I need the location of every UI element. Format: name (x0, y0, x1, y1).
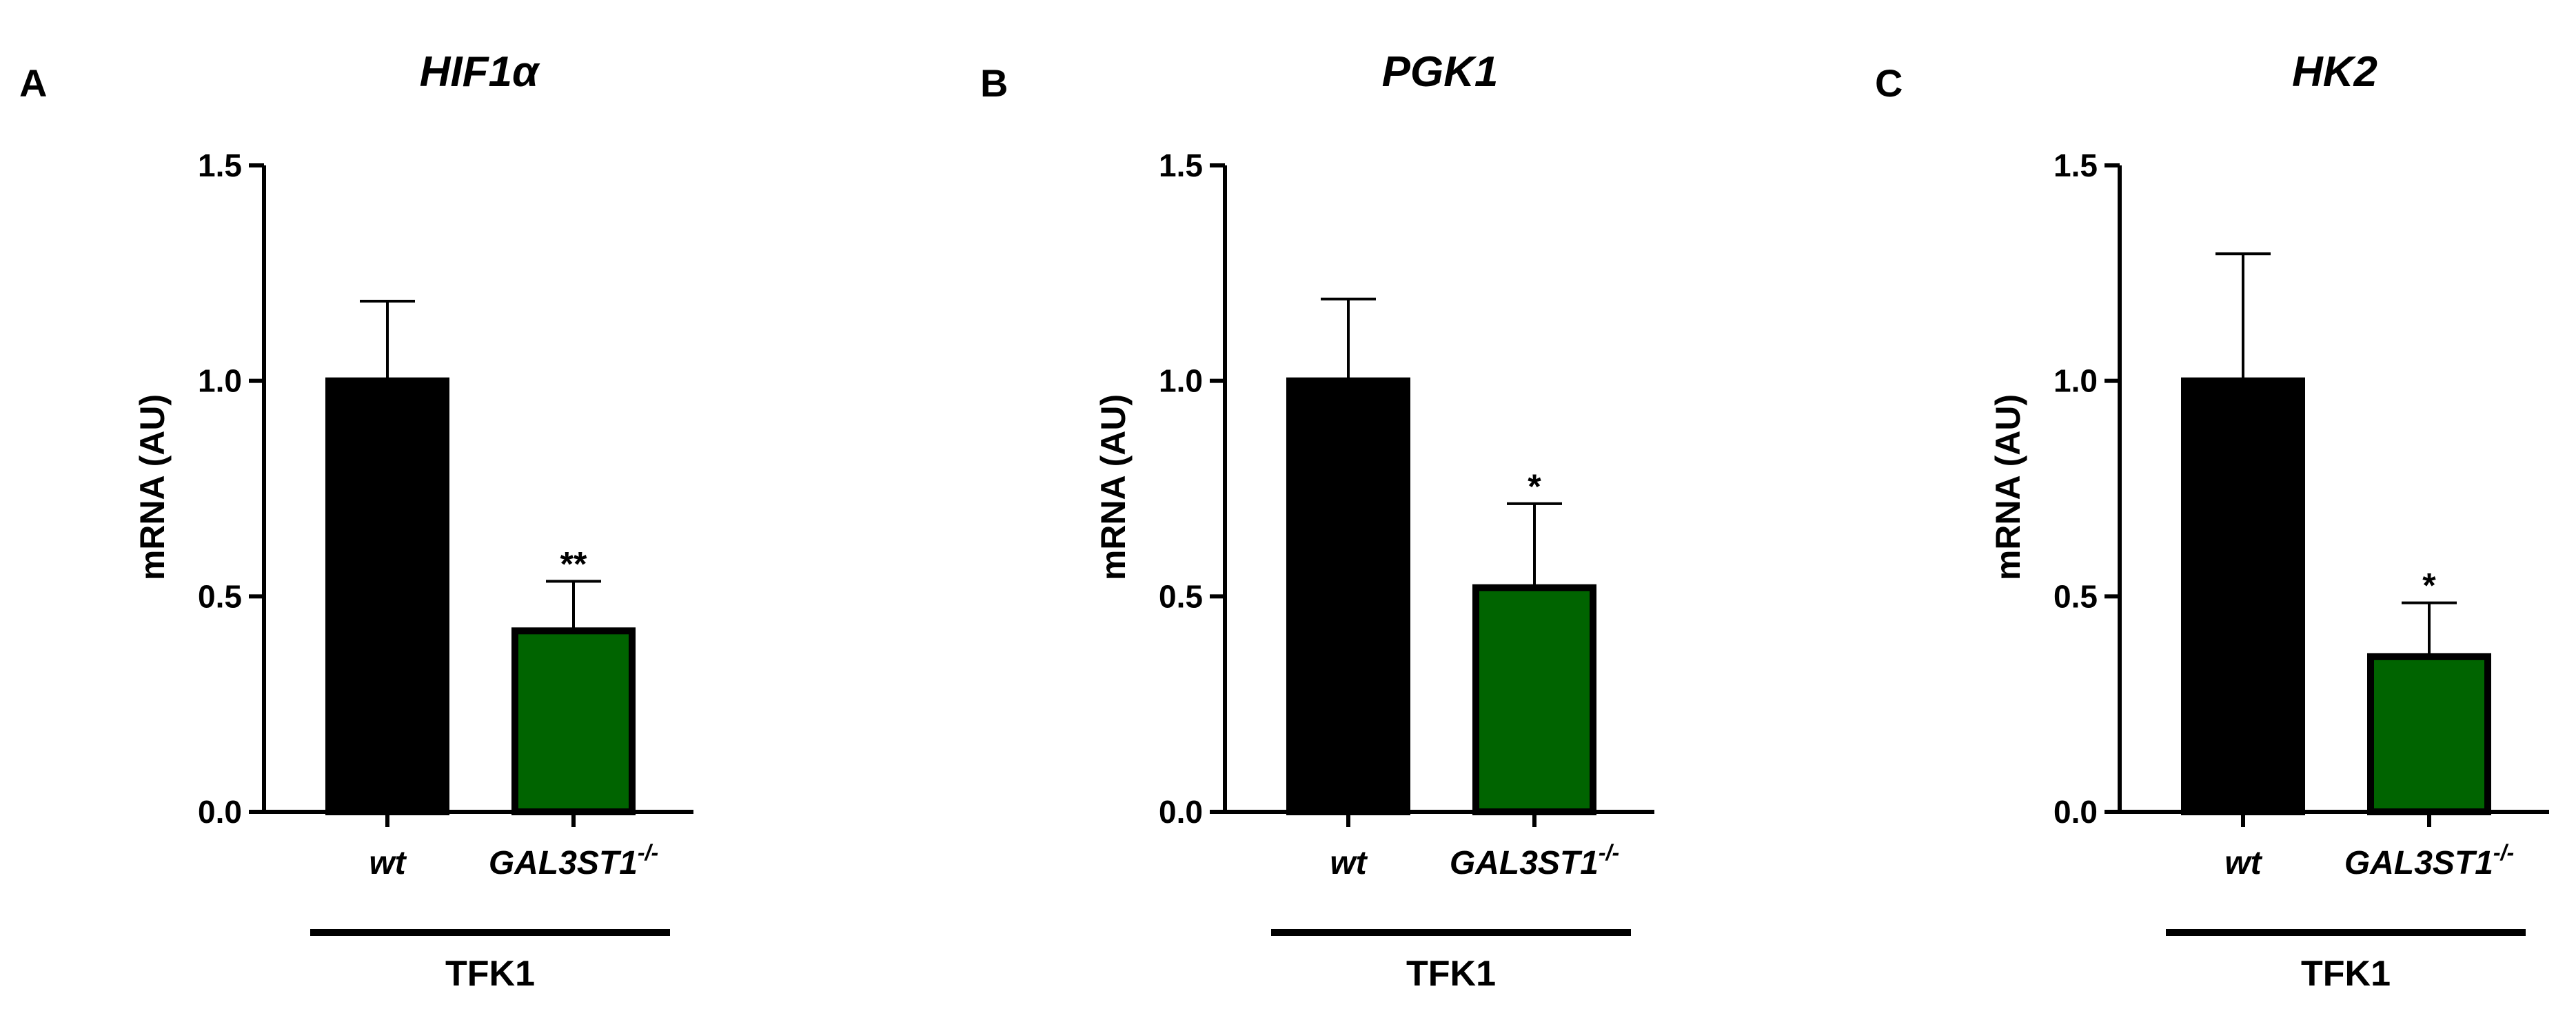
panel-letter: A (19, 61, 47, 105)
y-axis-label: mRNA (AU) (1094, 394, 1133, 580)
y-tick-label: 1.0 (2053, 363, 2098, 399)
significance: * (2422, 566, 2436, 605)
chart-title: HK2 (2292, 48, 2377, 96)
category: GAL3ST1 (489, 845, 638, 881)
x-tick-label: GAL3ST1-/- (2344, 840, 2514, 881)
y-tick-label: 0.5 (1159, 578, 1203, 614)
y-tick-label: 0.5 (2053, 578, 2098, 614)
panel: C HK2 mRNA (AU) 0.0 0.5 1.0 1.5 wt * GAL3ST1-/- TF… (1875, 48, 2549, 994)
bar (1286, 377, 1410, 815)
chart-title: PGK1 (1382, 48, 1499, 96)
bar (2367, 653, 2491, 815)
panel: B PGK1 mRNA (AU) 0.0 0.5 1.0 1.5 wt * GAL3ST1-/- T… (980, 48, 1654, 994)
x-tick-label: GAL3ST1-/- (489, 840, 658, 881)
y-axis-label: mRNA (AU) (133, 394, 172, 580)
y-tick-label: 1.0 (1159, 363, 1203, 399)
significance: * (1528, 467, 1541, 506)
y-tick-label: 0.0 (2053, 794, 2098, 830)
category: wt (369, 845, 407, 881)
category: wt (1330, 845, 1368, 881)
bar (325, 377, 449, 815)
x-tick-label: wt (2224, 845, 2262, 881)
y-tick-label: 1.0 (198, 363, 242, 399)
y-tick-label: 0.0 (198, 794, 242, 830)
significance: ** (560, 544, 587, 583)
y-axis-label: mRNA (AU) (1989, 394, 2027, 580)
x-tick-label: GAL3ST1-/- (1450, 840, 1619, 881)
y-tick-label: 0.0 (1159, 794, 1203, 830)
panel-letter: C (1875, 61, 1903, 105)
group-label: TFK1 (1406, 954, 1496, 994)
bar (1472, 584, 1596, 815)
group-label: TFK1 (445, 954, 535, 994)
category-superscript: -/- (2493, 840, 2514, 865)
category: wt (2224, 845, 2262, 881)
panel: A HIF1α mRNA (AU) 0.0 0.5 1.0 1.5 wt ** GAL3ST1-/… (19, 48, 693, 994)
panel-letter: B (980, 61, 1008, 105)
bar (2181, 377, 2305, 815)
category: GAL3ST1 (2344, 845, 2493, 881)
category-superscript: -/- (1599, 840, 1619, 865)
y-tick-label: 1.5 (198, 147, 242, 183)
group-label: TFK1 (2301, 954, 2391, 994)
chart-title: HIF1α (420, 48, 540, 96)
bar (511, 627, 636, 815)
y-tick-label: 1.5 (2053, 147, 2098, 183)
category: GAL3ST1 (1450, 845, 1599, 881)
x-tick-label: wt (369, 845, 407, 881)
category-superscript: -/- (638, 840, 658, 865)
y-tick-label: 0.5 (198, 578, 242, 614)
x-tick-label: wt (1330, 845, 1368, 881)
y-tick-label: 1.5 (1159, 147, 1203, 183)
